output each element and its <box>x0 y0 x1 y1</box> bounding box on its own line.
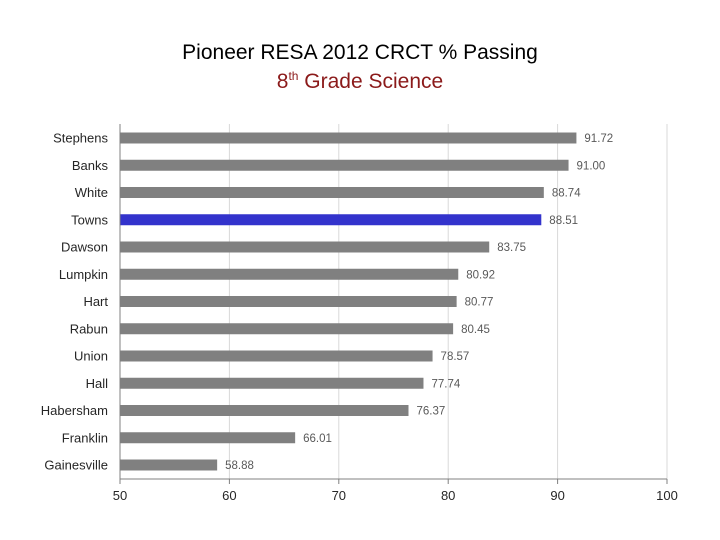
value-label-white: 88.74 <box>552 188 581 200</box>
category-label-white: White <box>75 185 108 200</box>
x-tick-label-60: 60 <box>222 488 236 503</box>
bar-hart <box>120 296 457 307</box>
bar-dawson <box>120 241 490 253</box>
category-label-habersham: Habersham <box>41 403 108 418</box>
chart-subtitle: 8th Grade Science <box>0 69 720 95</box>
bar-stephens <box>120 132 577 144</box>
subtitle-ordinal-suffix: th <box>288 69 299 83</box>
value-label-stephens: 91.72 <box>584 133 613 145</box>
value-label-habersham: 76.37 <box>416 406 445 418</box>
category-label-rabun: Rabun <box>70 321 108 336</box>
bars <box>120 132 577 471</box>
value-label-hart: 80.77 <box>465 297 494 309</box>
value-label-dawson: 83.75 <box>497 242 526 254</box>
bar-franklin <box>120 432 296 444</box>
x-tick-label-80: 80 <box>441 488 455 503</box>
value-label-gainesville: 58.88 <box>225 460 254 472</box>
category-label-towns: Towns <box>71 212 108 227</box>
bar-banks <box>120 159 569 171</box>
category-label-gainesville: Gainesville <box>44 458 108 473</box>
subtitle-text: Grade Science <box>298 70 444 93</box>
chart-title: Pioneer RESA 2012 CRCT % Passing <box>182 41 538 64</box>
x-tick-label-100: 100 <box>656 488 678 503</box>
value-label-rabun: 80.45 <box>461 324 490 336</box>
value-label-towns: 88.51 <box>549 215 578 227</box>
x-tick-label-90: 90 <box>550 488 564 503</box>
x-tick-label-70: 70 <box>332 488 346 503</box>
value-label-banks: 91.00 <box>577 160 606 172</box>
bar-union <box>120 350 433 362</box>
bar-hall <box>120 377 424 389</box>
x-axis: 50 60 70 80 90 100 <box>113 124 678 503</box>
category-label-lumpkin: Lumpkin <box>59 267 108 282</box>
subtitle-grade-number: 8 <box>276 70 289 93</box>
value-labels: 91.72 91.00 88.74 88.51 83.75 80.92 80.77 80.45… <box>225 133 613 472</box>
category-labels: Stephens Banks White Towns Dawson Lumpkin Hart… <box>41 131 109 473</box>
bar-rabun <box>120 323 454 335</box>
bar-white <box>120 187 544 198</box>
category-label-union: Union <box>74 349 108 364</box>
category-label-franklin: Franklin <box>62 430 108 445</box>
bar-towns <box>120 214 542 226</box>
bar-gainesville <box>120 459 218 471</box>
category-label-banks: Banks <box>72 158 109 173</box>
value-label-franklin: 66.01 <box>303 433 332 445</box>
value-label-hall: 77.74 <box>431 378 460 390</box>
bar-lumpkin <box>120 268 459 280</box>
bar-habersham <box>120 405 409 416</box>
category-label-stephens: Stephens <box>53 131 108 146</box>
category-label-hall: Hall <box>86 376 109 391</box>
category-label-dawson: Dawson <box>61 240 108 255</box>
x-tick-label-50: 50 <box>113 488 127 503</box>
category-label-hart: Hart <box>83 294 108 309</box>
value-label-union: 78.57 <box>441 351 470 363</box>
value-label-lumpkin: 80.92 <box>466 269 495 281</box>
